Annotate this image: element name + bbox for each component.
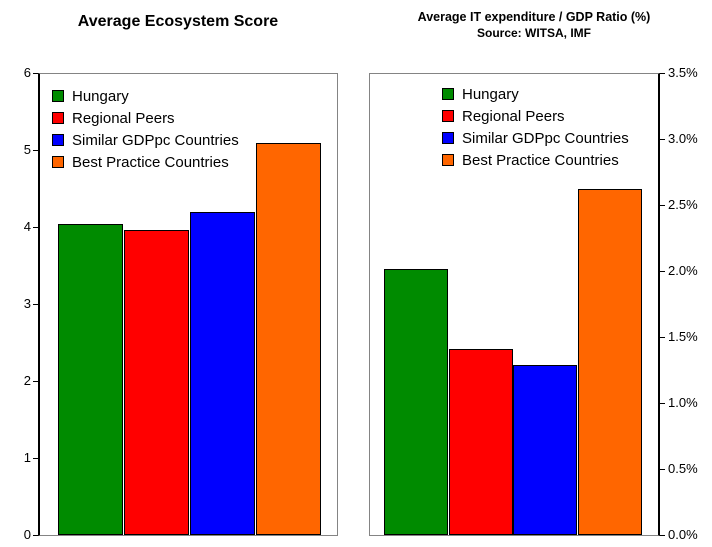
y-axis-tick-mark xyxy=(33,458,38,459)
right-chart-plot-area xyxy=(369,73,660,536)
y-axis-tick-label: 3.5% xyxy=(668,65,698,80)
y-axis-tick-label: 3 xyxy=(23,296,31,311)
y-axis-tick-label: 2 xyxy=(23,373,31,388)
y-axis-tick-label: 2.5% xyxy=(668,197,698,212)
y-axis-tick-label: 0.5% xyxy=(668,461,698,476)
right-chart-subtitle: Source: WITSA, IMF xyxy=(477,26,591,40)
bar-similar-gdppc-countries xyxy=(513,365,577,535)
right-chart-legend: Hungary Regional Peers Similar GDPpc Count… xyxy=(442,83,629,171)
y-axis-tick-label: 6 xyxy=(23,65,31,80)
legend-label: Hungary xyxy=(462,85,519,103)
legend-swatch-similar-gdppc-countries xyxy=(52,134,64,146)
y-axis-tick-mark xyxy=(33,227,38,228)
legend-swatch-hungary xyxy=(52,90,64,102)
legend-swatch-best-practice-countries xyxy=(442,154,454,166)
legend-item-regional-peers: Regional Peers xyxy=(52,107,239,129)
legend-swatch-regional-peers xyxy=(52,112,64,124)
y-axis-tick-mark xyxy=(660,271,665,272)
y-axis-tick-mark xyxy=(660,205,665,206)
y-axis-tick-mark xyxy=(660,535,665,536)
y-axis-tick-mark xyxy=(33,535,38,536)
legend-label: Hungary xyxy=(72,87,129,105)
legend-item-best-practice-countries: Best Practice Countries xyxy=(52,151,239,173)
bar-hungary xyxy=(58,224,123,535)
legend-label: Regional Peers xyxy=(72,109,175,127)
legend-item-hungary: Hungary xyxy=(52,85,239,107)
bar-regional-peers xyxy=(124,230,189,535)
bar-regional-peers xyxy=(449,349,513,535)
legend-label: Similar GDPpc Countries xyxy=(462,129,629,147)
bar-hungary xyxy=(384,269,448,535)
y-axis-tick-mark xyxy=(33,73,38,74)
legend-label: Regional Peers xyxy=(462,107,565,125)
legend-swatch-hungary xyxy=(442,88,454,100)
y-axis-tick-label: 3.0% xyxy=(668,131,698,146)
y-axis-tick-mark xyxy=(660,469,665,470)
y-axis-tick-label: 2.0% xyxy=(668,263,698,278)
left-chart-title: Average Ecosystem Score xyxy=(77,13,279,30)
y-axis-tick-mark xyxy=(660,73,665,74)
legend-item-regional-peers: Regional Peers xyxy=(442,105,629,127)
legend-item-similar-gdppc-countries: Similar GDPpc Countries xyxy=(52,129,239,151)
legend-label: Similar GDPpc Countries xyxy=(72,131,239,149)
legend-swatch-best-practice-countries xyxy=(52,156,64,168)
left-chart-plot-area xyxy=(38,73,338,536)
bar-best-practice-countries xyxy=(578,189,642,535)
legend-label: Best Practice Countries xyxy=(462,151,619,169)
bar-similar-gdppc-countries xyxy=(190,212,255,535)
legend-swatch-similar-gdppc-countries xyxy=(442,132,454,144)
y-axis-tick-mark xyxy=(33,304,38,305)
y-axis-tick-label: 5 xyxy=(23,142,31,157)
y-axis-tick-mark xyxy=(33,381,38,382)
y-axis-tick-mark xyxy=(660,139,665,140)
y-axis-tick-mark xyxy=(660,403,665,404)
y-axis-tick-label: 0.0% xyxy=(668,527,698,542)
legend-item-similar-gdppc-countries: Similar GDPpc Countries xyxy=(442,127,629,149)
left-chart-legend: Hungary Regional Peers Similar GDPpc Count… xyxy=(52,85,239,173)
y-axis-tick-label: 4 xyxy=(23,219,31,234)
legend-item-hungary: Hungary xyxy=(442,83,629,105)
legend-swatch-regional-peers xyxy=(442,110,454,122)
legend-item-best-practice-countries: Best Practice Countries xyxy=(442,149,629,171)
y-axis-tick-label: 1.0% xyxy=(668,395,698,410)
y-axis-tick-label: 1 xyxy=(23,450,31,465)
legend-label: Best Practice Countries xyxy=(72,153,229,171)
right-chart-title: Average IT expenditure / GDP Ratio (%) xyxy=(417,10,651,24)
y-axis-tick-mark xyxy=(660,337,665,338)
bar-best-practice-countries xyxy=(256,143,321,535)
y-axis-tick-label: 1.5% xyxy=(668,329,698,344)
y-axis-tick-label: 0 xyxy=(23,527,31,542)
y-axis-tick-mark xyxy=(33,150,38,151)
